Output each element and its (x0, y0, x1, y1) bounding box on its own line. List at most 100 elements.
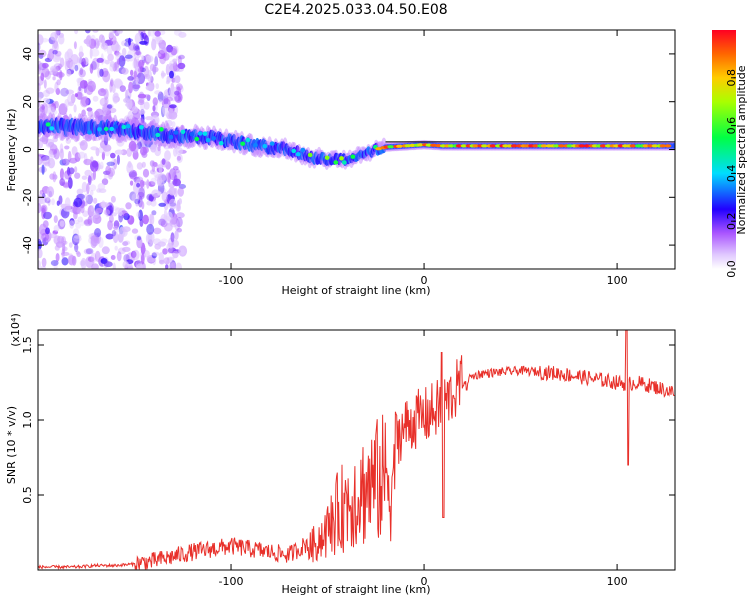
spectrogram-speckle (146, 223, 155, 235)
spectrogram-speckle (79, 45, 84, 57)
spectrogram-speckle (129, 191, 137, 201)
spectrogram-speckle (54, 30, 59, 39)
spectrogram-speckle (76, 91, 83, 100)
spectrogram-speckle (38, 248, 43, 259)
spectrogram-speckle (89, 63, 94, 74)
spectrogram-speckle (56, 79, 61, 86)
spectrogram-speckle (101, 178, 109, 186)
spectrogram-speckle (132, 249, 140, 261)
spectrogram-speckle (79, 80, 88, 89)
spectrogram-speckle (103, 209, 111, 216)
y-tick-label: 20 (21, 95, 34, 109)
spectrogram-speckle (164, 150, 171, 161)
spectrogram-speckle (147, 30, 157, 37)
spectrogram-speckle (149, 219, 153, 230)
spectrogram-speckle (136, 263, 143, 269)
spectrogram-speckle (74, 64, 79, 72)
spectrogram-speckle (155, 53, 162, 58)
spectrogram-speckle (160, 214, 168, 226)
spectrogram-peak (189, 132, 195, 137)
spectrogram-speckle (69, 220, 75, 229)
spectrogram-speckle (178, 184, 186, 189)
spectrogram-speckle (154, 30, 161, 37)
spectrogram-speckle (175, 147, 183, 155)
spectrogram-speckle (165, 119, 173, 127)
spectrogram-speckle (68, 242, 73, 248)
spectrogram-speckle (53, 38, 58, 49)
spectrogram-peak (350, 154, 356, 159)
spectrogram-speckle (158, 163, 163, 174)
spectrogram-speckle (62, 173, 69, 181)
spectrogram-speckle (68, 254, 76, 266)
spectrogram-speckle (134, 51, 142, 56)
spectrogram-speckle (39, 103, 45, 113)
spectrogram-speckle (159, 142, 169, 147)
spectrogram-speckle (53, 215, 58, 224)
spectrogram-speckle (102, 111, 107, 124)
spectrogram-peak (629, 144, 637, 148)
spectrogram-speckle (166, 242, 173, 254)
spectrogram-peak (109, 126, 115, 132)
spectrogram-speckle (148, 194, 154, 202)
spectrogram-speckle (38, 194, 44, 205)
spectrogram-speckle (99, 68, 104, 77)
colorbar-ticks: 0.0 0.2 0.4 0.6 0.8 (725, 69, 738, 278)
spectrogram-speckle (157, 241, 167, 247)
spectrogram-speckle (175, 203, 181, 212)
spectrogram-speckle (110, 195, 116, 203)
spectrogram-speckle (74, 93, 78, 98)
spectrogram-speckle (101, 246, 110, 255)
spectrogram-speckle (67, 150, 72, 162)
spectrogram-speckle (136, 235, 142, 241)
spectrogram-speckle (110, 79, 114, 87)
spectrogram-speckle (150, 118, 159, 127)
spectrogram-speckle (81, 109, 86, 117)
spectrogram-speckle (94, 228, 102, 238)
y-tick-label: 1.5 (21, 336, 34, 354)
spectrogram-speckle (141, 201, 145, 210)
spectrogram-speckle (180, 248, 185, 256)
spectrogram-speckle (112, 231, 119, 244)
spectrogram-speckle (157, 144, 161, 152)
spectrogram-speckle (69, 60, 76, 71)
spectrogram-speckle (140, 113, 145, 124)
spectrogram-speckle (146, 55, 154, 63)
spectrogram-peak (269, 141, 275, 146)
spectrogram-speckle (59, 148, 64, 160)
spectrogram-heatmap (38, 30, 675, 269)
spectrogram-speckle (71, 239, 80, 245)
spectrogram-speckle (107, 53, 114, 62)
spectrogram-speckle (41, 62, 49, 69)
spectrogram-speckle (169, 168, 177, 181)
spectrogram-speckle (112, 30, 117, 34)
spectrogram-speckle (109, 63, 116, 72)
spectrogram-speckle (156, 179, 165, 187)
spectrogram-speckle (176, 153, 183, 163)
spectrogram-speckle (74, 243, 79, 253)
spectrogram-speckle (59, 70, 63, 81)
spectrogram-speckle (149, 63, 156, 72)
spectrogram-speckle (42, 89, 51, 98)
spectrogram-speckle (74, 172, 81, 179)
spectrogram-speckle (76, 251, 81, 257)
spectrogram-speckle (114, 50, 120, 56)
spectrogram-speckle (75, 222, 82, 229)
spectrogram-speckle (136, 182, 141, 188)
spectrogram-speckle (53, 174, 58, 180)
spectrogram-speckle (41, 205, 47, 214)
spectrogram-speckle (47, 70, 57, 75)
spectrogram-speckle (178, 198, 182, 205)
spectrogram-speckle (169, 70, 174, 79)
spectrogram-speckle (85, 30, 91, 34)
spectrogram-speckle (81, 181, 88, 193)
spectrogram-speckle (101, 151, 105, 161)
spectrogram-panel: -100 0 100 -40 -20 0 20 40 Height of straight l… (5, 29, 676, 297)
spectrogram-peak (489, 144, 497, 148)
spectrogram-speckle (135, 76, 139, 85)
spectrogram-peak (599, 144, 607, 148)
spectrogram-speckle (167, 52, 174, 58)
spectrogram-speckle (136, 211, 141, 218)
spectrogram-peak (202, 131, 208, 136)
spectrogram-speckle (78, 151, 86, 159)
spectrogram-speckle (44, 161, 51, 167)
